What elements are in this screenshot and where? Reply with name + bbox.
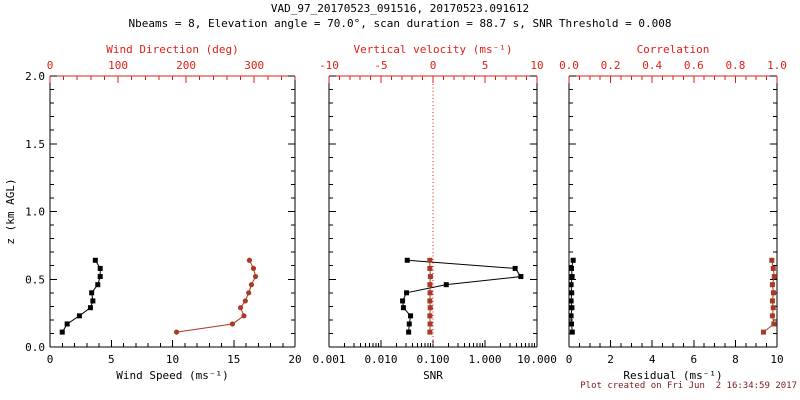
svg-text:10.000: 10.000 (517, 353, 557, 366)
svg-text:10: 10 (166, 353, 179, 366)
svg-text:1.000: 1.000 (468, 353, 501, 366)
plot-subtitle: Nbeams = 8, Elevation angle = 70.0°, sca… (128, 17, 672, 30)
svg-text:-10: -10 (319, 59, 339, 72)
series-wind-speed (59, 257, 103, 335)
svg-text:Vertical velocity (ms⁻¹): Vertical velocity (ms⁻¹) (354, 43, 513, 56)
svg-text:15: 15 (227, 353, 240, 366)
svg-text:SNR: SNR (423, 369, 443, 382)
svg-text:0.6: 0.6 (684, 59, 704, 72)
svg-text:-5: -5 (374, 59, 387, 72)
svg-text:8: 8 (732, 353, 739, 366)
svg-text:0.0: 0.0 (559, 59, 579, 72)
series-correlation (760, 257, 777, 335)
svg-text:2.0: 2.0 (25, 70, 45, 83)
svg-text:0.5: 0.5 (25, 273, 45, 286)
svg-text:200: 200 (176, 59, 196, 72)
svg-text:Residual (ms⁻¹): Residual (ms⁻¹) (623, 369, 722, 382)
svg-text:0: 0 (47, 353, 54, 366)
series-residual (568, 257, 576, 335)
svg-text:6: 6 (690, 353, 697, 366)
plot-created-timestamp: Plot created on Fri Jun 2 16:34:59 2017 (580, 381, 797, 391)
svg-text:300: 300 (244, 59, 264, 72)
svg-text:20: 20 (288, 353, 301, 366)
svg-text:10: 10 (530, 59, 543, 72)
svg-text:0: 0 (566, 353, 573, 366)
svg-text:0.2: 0.2 (601, 59, 621, 72)
svg-text:Wind Direction (deg): Wind Direction (deg) (106, 43, 238, 56)
svg-text:5: 5 (108, 353, 115, 366)
svg-text:2: 2 (607, 353, 614, 366)
svg-text:0.010: 0.010 (364, 353, 397, 366)
svg-text:100: 100 (108, 59, 128, 72)
series-snr (400, 257, 524, 335)
svg-text:4: 4 (649, 353, 656, 366)
svg-text:0: 0 (430, 59, 437, 72)
panel-residual-correlation: 0 2 4 6 8 10 Residual (ms⁻¹) 0.0 0.2 0.4 0.6 0.8 1.0… (559, 43, 787, 382)
svg-text:0.0: 0.0 (25, 341, 45, 354)
svg-text:5: 5 (482, 59, 489, 72)
series-wind-direction (173, 257, 259, 335)
y-axis-title: z (km AGL) (4, 178, 17, 244)
svg-text:0: 0 (47, 59, 54, 72)
svg-text:Wind Speed (ms⁻¹): Wind Speed (ms⁻¹) (116, 369, 229, 382)
series-vertical-velocity (427, 257, 433, 335)
svg-text:0.001: 0.001 (312, 353, 345, 366)
svg-text:1.0: 1.0 (767, 59, 787, 72)
svg-text:0.4: 0.4 (642, 59, 662, 72)
plot-title: VAD_97_20170523_091516, 20170523.091612 (270, 2, 530, 15)
svg-text:0.100: 0.100 (416, 353, 449, 366)
svg-text:10: 10 (770, 353, 783, 366)
svg-text:Correlation: Correlation (637, 43, 710, 56)
svg-text:1.5: 1.5 (25, 138, 45, 151)
svg-text:0.8: 0.8 (725, 59, 745, 72)
svg-text:1.0: 1.0 (25, 206, 45, 219)
panel-snr-vertical-velocity: 0.001 0.010 0.100 1.000 10.000 SNR -10 -5 0 5 10 Ve… (312, 43, 556, 382)
